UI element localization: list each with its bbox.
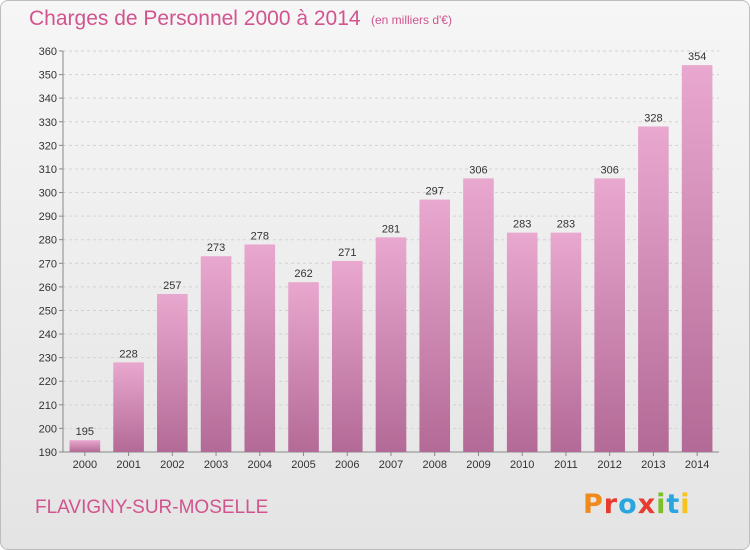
y-tick-label: 270 — [39, 258, 57, 270]
bar-2000 — [69, 440, 101, 452]
y-tick-label: 210 — [39, 400, 57, 412]
x-tick-label: 2009 — [466, 459, 490, 471]
y-tick-label: 340 — [39, 93, 57, 105]
x-tick-label: 2007 — [379, 459, 403, 471]
proxiti-logo[interactable]: Proxiti — [583, 489, 691, 520]
y-tick-label: 250 — [39, 305, 57, 317]
bar-2014 — [681, 65, 713, 452]
x-tick-label: 2003 — [204, 459, 228, 471]
value-label: 262 — [294, 268, 312, 280]
logo-letter: i — [656, 489, 667, 520]
commune-name: FLAVIGNY-SUR-MOSELLE — [35, 497, 269, 518]
y-tick-label: 290 — [39, 211, 57, 223]
y-tick-label: 260 — [39, 282, 57, 294]
x-tick-label: 2006 — [335, 459, 359, 471]
y-tick-label: 280 — [39, 235, 57, 247]
bar-2002 — [157, 293, 188, 452]
y-tick-label: 330 — [39, 117, 57, 129]
y-tick-label: 300 — [39, 188, 57, 200]
y-tick-label: 360 — [39, 46, 57, 58]
value-label: 354 — [688, 51, 706, 63]
value-label: 273 — [207, 242, 225, 254]
value-label: 283 — [513, 219, 531, 231]
value-label: 271 — [338, 247, 356, 259]
value-label: 195 — [76, 426, 94, 438]
x-tick-label: 2008 — [422, 459, 446, 471]
y-tick-label: 230 — [39, 353, 57, 365]
logo-letter: x — [637, 489, 657, 520]
bar-2007 — [375, 237, 407, 452]
bar-2003 — [200, 256, 232, 452]
chart-title: Charges de Personnel 2000 à 2014 — [29, 7, 361, 30]
x-tick-label: 2005 — [291, 459, 315, 471]
value-label: 228 — [119, 348, 137, 360]
bar-2009 — [463, 178, 494, 452]
bar-2001 — [113, 362, 144, 452]
x-tick-label: 2010 — [510, 459, 534, 471]
y-tick-label: 220 — [39, 376, 57, 388]
value-label: 283 — [557, 219, 575, 231]
y-tick-label: 320 — [39, 140, 57, 152]
value-label: 278 — [251, 230, 269, 242]
bar-2013 — [638, 126, 669, 452]
y-tick-label: 310 — [39, 164, 57, 176]
x-tick-label: 2011 — [554, 459, 578, 471]
x-tick-label: 2002 — [160, 459, 184, 471]
labels: 190 200 210 220 230 240 250 260 270 280 290 300 310 3… — [39, 46, 710, 471]
value-label: 281 — [382, 223, 400, 235]
x-tick-label: 2000 — [73, 459, 97, 471]
value-label: 297 — [426, 186, 444, 198]
x-tick-label: 2013 — [641, 459, 665, 471]
y-tick-label: 350 — [39, 70, 57, 82]
y-tick-label: 240 — [39, 329, 57, 341]
logo-letter: i — [680, 489, 691, 520]
bar-2004 — [244, 244, 276, 452]
value-label: 257 — [163, 280, 181, 292]
value-label: 328 — [644, 112, 662, 124]
logo-letter: P — [583, 489, 604, 520]
bar-2010 — [506, 232, 538, 452]
logo-letter: t — [666, 489, 681, 520]
value-label: 306 — [469, 164, 487, 176]
x-tick-label: 2001 — [116, 459, 140, 471]
bar-2006 — [331, 260, 363, 452]
x-tick-label: 2004 — [248, 459, 272, 471]
bar-2005 — [288, 282, 319, 452]
value-label: 306 — [600, 164, 618, 176]
chart-subtitle: (en milliers d'€) — [371, 13, 452, 27]
bar-2008 — [419, 199, 451, 452]
y-tick-label: 200 — [39, 423, 57, 435]
x-tick-label: 2012 — [597, 459, 621, 471]
bar-2012 — [594, 178, 625, 452]
bars — [69, 65, 713, 452]
bar-2011 — [550, 232, 582, 452]
logo-letter: r — [603, 489, 619, 520]
x-tick-label: 2014 — [685, 459, 709, 471]
y-tick-label: 190 — [39, 447, 57, 459]
logo-letter: o — [618, 489, 638, 520]
